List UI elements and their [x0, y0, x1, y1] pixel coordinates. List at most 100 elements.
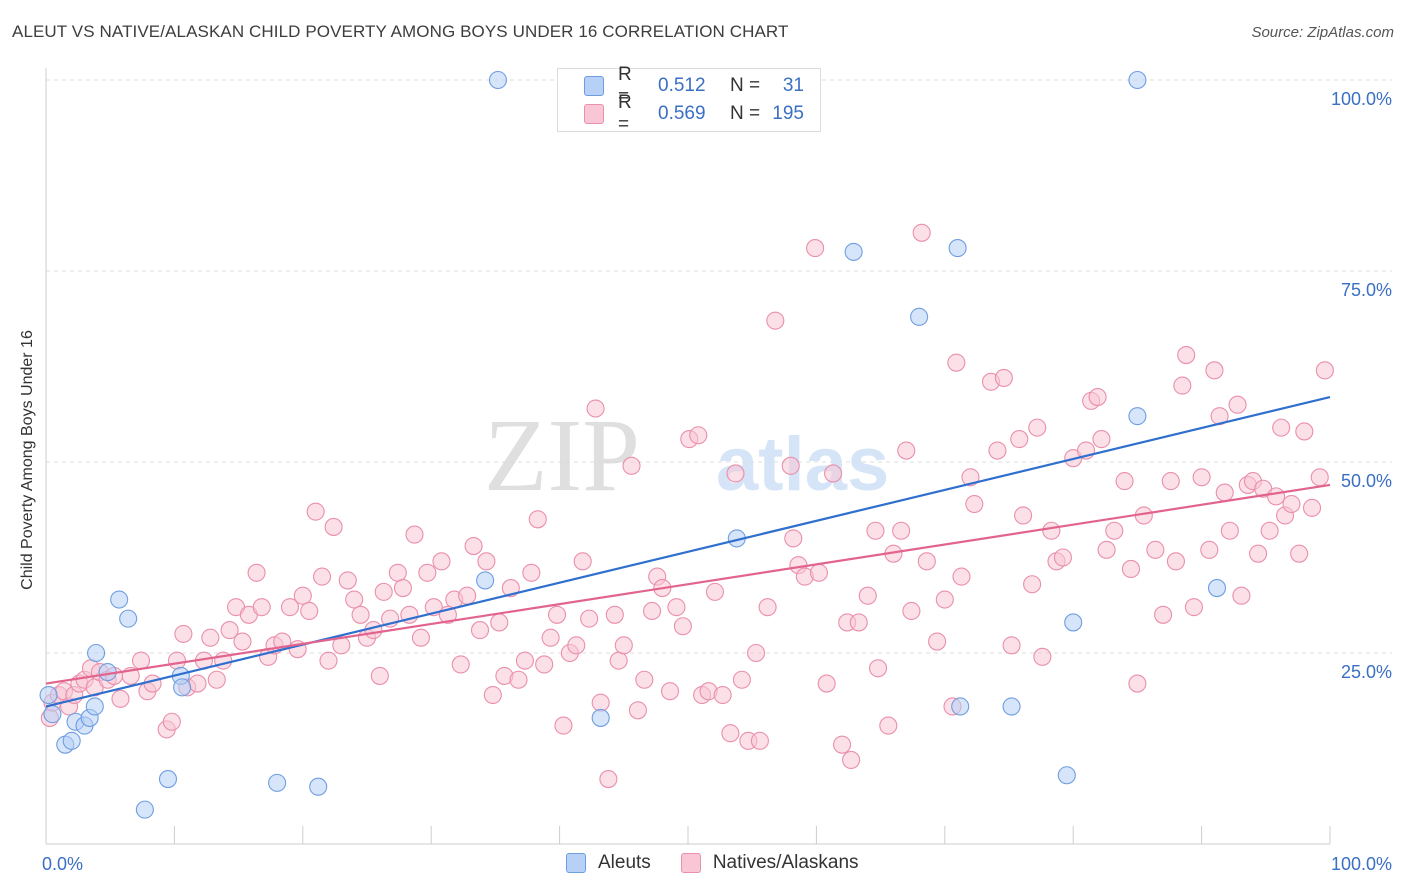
- point-natives: [374, 582, 393, 601]
- point-aleuts: [1002, 697, 1021, 716]
- point-natives: [1315, 361, 1334, 380]
- point-aleuts: [1128, 70, 1147, 90]
- point-natives: [1028, 418, 1047, 437]
- point-natives: [1205, 361, 1224, 380]
- legend-r-label: R =: [618, 64, 632, 107]
- point-natives: [935, 590, 954, 609]
- point-natives: [247, 563, 266, 582]
- point-natives: [233, 632, 252, 651]
- legend-swatch-aleuts: [566, 853, 586, 873]
- point-natives: [411, 628, 430, 647]
- series-aleuts-points: [39, 70, 1227, 819]
- point-aleuts: [591, 708, 610, 727]
- point-natives: [750, 731, 769, 750]
- point-aleuts: [844, 242, 863, 261]
- point-natives: [1010, 430, 1029, 449]
- point-natives: [817, 674, 836, 693]
- point-natives: [174, 624, 193, 643]
- point-natives: [501, 579, 520, 598]
- point-natives: [1260, 521, 1279, 540]
- point-natives: [622, 456, 641, 475]
- point-natives: [1220, 521, 1239, 540]
- point-natives: [1097, 540, 1116, 559]
- legend-r-value-aleuts: 0.512: [658, 75, 706, 96]
- series-legend: Aleuts Natives/Alaskans: [566, 852, 889, 874]
- point-natives: [642, 601, 662, 621]
- point-aleuts: [87, 643, 106, 663]
- point-aleuts: [268, 773, 287, 792]
- y-tick-label: 75.0%: [1341, 280, 1392, 300]
- legend-n-label: N =: [730, 75, 761, 96]
- series-natives-points: [40, 223, 1334, 789]
- point-natives: [293, 586, 312, 605]
- point-natives: [509, 670, 528, 689]
- point-natives: [313, 567, 332, 586]
- point-natives: [952, 567, 971, 586]
- point-natives: [766, 311, 785, 330]
- y-tick-label: 50.0%: [1341, 471, 1392, 491]
- point-natives: [947, 353, 966, 372]
- point-aleuts: [110, 590, 129, 609]
- point-natives: [917, 552, 936, 571]
- point-aleuts: [309, 777, 328, 796]
- point-natives: [1295, 422, 1314, 441]
- point-natives: [961, 468, 980, 487]
- point-natives: [1033, 647, 1052, 666]
- point-natives: [1166, 552, 1185, 571]
- point-natives: [599, 770, 618, 789]
- point-natives: [470, 621, 490, 640]
- point-natives: [628, 701, 647, 720]
- legend-item-natives[interactable]: Natives/Alaskans: [680, 852, 859, 874]
- point-natives: [1184, 598, 1203, 617]
- watermark: ZIP: [484, 398, 640, 513]
- legend-row-aleuts: R = 0.512 N = 31: [584, 64, 804, 107]
- point-natives: [1154, 605, 1173, 624]
- point-natives: [1310, 468, 1329, 487]
- point-aleuts: [62, 731, 81, 750]
- point-natives: [713, 685, 732, 705]
- point-aleuts: [135, 800, 154, 819]
- tick-labels: 25.0% 50.0% 75.0% 100.0% 0.0% 100.0%: [42, 89, 1392, 874]
- point-aleuts: [158, 770, 178, 789]
- point-natives: [1232, 586, 1251, 605]
- point-natives: [994, 368, 1013, 388]
- point-natives: [388, 563, 407, 582]
- legend-item-aleuts[interactable]: Aleuts: [566, 852, 651, 874]
- point-natives: [605, 605, 624, 624]
- point-natives: [1177, 345, 1196, 365]
- point-natives: [338, 571, 357, 590]
- point-natives: [673, 617, 692, 636]
- point-natives: [784, 529, 803, 548]
- point-natives: [1053, 548, 1072, 567]
- point-natives: [528, 510, 547, 529]
- point-natives: [541, 628, 560, 647]
- point-natives: [370, 666, 389, 685]
- point-natives: [131, 651, 151, 670]
- point-natives: [573, 552, 592, 571]
- point-natives: [928, 632, 947, 651]
- point-natives: [1105, 521, 1124, 540]
- point-natives: [458, 586, 477, 605]
- legend-swatch-natives: [584, 104, 604, 124]
- legend-label-natives: Natives/Alaskans: [712, 852, 859, 873]
- point-natives: [207, 670, 226, 689]
- point-natives: [393, 579, 413, 598]
- x-tick-label: 0.0%: [42, 854, 83, 874]
- point-natives: [300, 601, 319, 621]
- point-natives: [201, 628, 220, 647]
- point-aleuts: [173, 678, 192, 697]
- point-aleuts: [1128, 407, 1147, 426]
- point-natives: [1161, 472, 1180, 491]
- point-natives: [809, 563, 829, 582]
- point-natives: [324, 517, 343, 536]
- trend-line-aleuts: [45, 395, 1331, 708]
- legend-row-natives: R = 0.569 N = 195: [584, 92, 804, 135]
- point-natives: [464, 536, 483, 556]
- point-natives: [188, 674, 207, 693]
- point-natives: [1088, 388, 1107, 407]
- point-natives: [554, 716, 573, 735]
- point-natives: [280, 598, 300, 617]
- point-natives: [988, 441, 1007, 460]
- watermark-atlas: atlas: [716, 422, 889, 507]
- point-aleuts: [488, 70, 508, 90]
